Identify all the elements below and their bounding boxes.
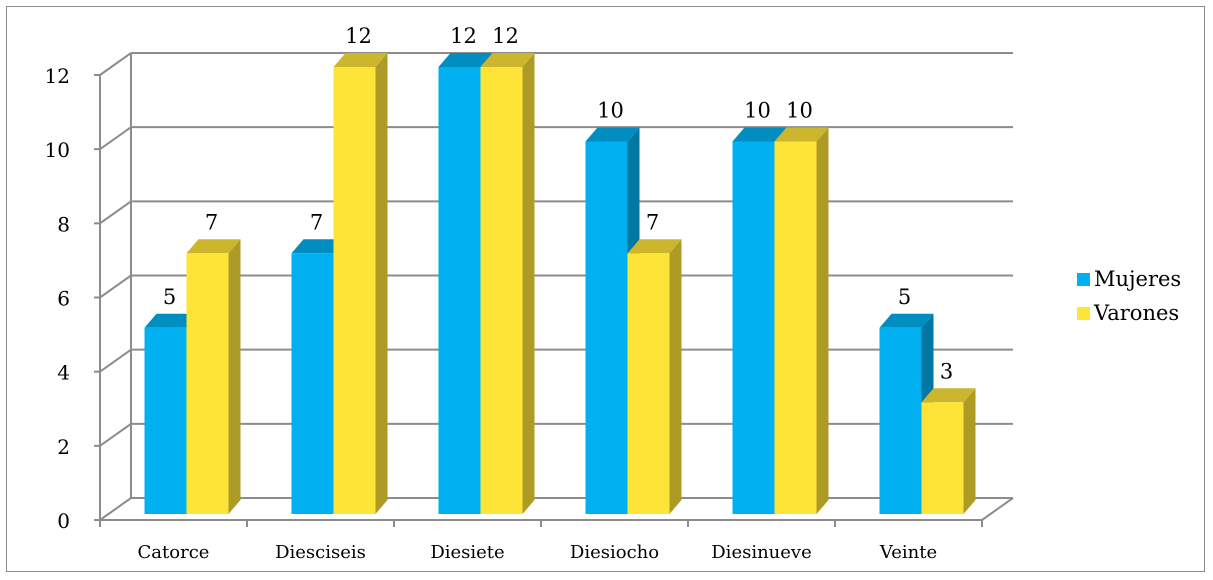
data-label: 12	[492, 24, 519, 48]
bar-side	[669, 239, 682, 514]
bar-front	[921, 402, 964, 514]
bar-top	[186, 239, 241, 254]
category-label: Veinte	[879, 542, 937, 563]
category-label: Diesinueve	[711, 542, 812, 563]
gridlines	[99, 52, 1014, 521]
data-label: 10	[597, 99, 624, 123]
category-label: Diesciseis	[275, 542, 366, 563]
data-label: 10	[786, 99, 813, 123]
bar	[480, 53, 535, 514]
y-tick-label: 2	[57, 435, 70, 459]
bar	[627, 239, 682, 514]
data-label: 7	[646, 210, 659, 234]
category-labels: Catorce Diesciseis Diesiete Diesiocho Diesin…	[138, 542, 938, 563]
legend-item-varones: Varones	[1077, 296, 1181, 330]
bar-front	[144, 327, 187, 514]
bar	[774, 127, 829, 514]
bar	[333, 53, 388, 514]
bar-top	[921, 388, 976, 403]
data-label: 5	[898, 285, 911, 309]
gridline-diagonal	[99, 423, 132, 447]
bar-side	[816, 127, 829, 514]
data-label: 12	[450, 24, 477, 48]
bar-front	[627, 253, 670, 514]
legend: Mujeres Varones	[1077, 262, 1181, 330]
data-label: 3	[940, 359, 953, 383]
axes	[94, 74, 983, 527]
bar-top	[585, 127, 640, 142]
bars	[144, 53, 976, 514]
bar-top	[627, 239, 682, 254]
bar-front	[291, 253, 334, 514]
legend-swatch-varones	[1077, 306, 1090, 320]
legend-item-mujeres: Mujeres	[1077, 262, 1181, 296]
y-tick-labels: 0 2 4 6 8 10 12	[45, 64, 70, 533]
bar-top	[879, 313, 934, 328]
chart-frame	[6, 6, 1205, 572]
gridline-diagonal	[99, 52, 132, 76]
data-label: 12	[345, 24, 372, 48]
y-tick-label: 4	[57, 361, 70, 385]
gridline-diagonal	[99, 274, 132, 299]
gridline-diagonal	[99, 497, 132, 521]
bar-top	[144, 313, 199, 328]
y-tick-label: 6	[57, 287, 70, 311]
category-label: Diesiete	[430, 542, 504, 563]
bar-top	[333, 53, 388, 67]
bar-front	[732, 141, 775, 514]
bar-side	[375, 53, 388, 514]
bar-front	[480, 67, 523, 514]
bar-front	[333, 67, 376, 514]
bar	[186, 239, 241, 514]
bar-top	[732, 127, 787, 142]
gridline-diagonal	[99, 200, 132, 225]
data-label: 5	[163, 285, 176, 309]
y-tick-label: 12	[45, 64, 70, 88]
legend-label-mujeres: Mujeres	[1094, 267, 1182, 291]
bar-front	[879, 327, 922, 514]
bar-front	[438, 67, 481, 514]
category-label: Catorce	[138, 542, 210, 563]
y-tick-label: 8	[57, 212, 70, 236]
gridline-diagonal	[99, 126, 132, 150]
gridline-diagonal	[99, 348, 132, 373]
category-label: Diesiocho	[570, 542, 659, 563]
bar-top	[438, 53, 493, 67]
bar-front	[774, 141, 817, 514]
bar-side	[963, 388, 976, 514]
bar-top	[774, 127, 829, 142]
floor-edge	[981, 497, 1014, 521]
data-labels: 5 7 7 12 12 12 10 7 10 10 5 3	[163, 24, 953, 383]
bar-side	[522, 53, 535, 514]
legend-swatch-mujeres	[1077, 272, 1090, 286]
bar-front	[585, 141, 628, 514]
data-label: 7	[205, 210, 218, 234]
y-tick-label: 10	[45, 138, 70, 162]
bar	[921, 388, 976, 514]
bar-top	[291, 239, 346, 254]
y-tick-label: 0	[57, 509, 70, 533]
legend-label-varones: Varones	[1094, 301, 1180, 325]
data-label: 10	[744, 99, 771, 123]
bar-side	[228, 239, 241, 514]
data-label: 7	[310, 210, 323, 234]
bar-top	[480, 53, 535, 67]
bar-front	[186, 253, 229, 514]
